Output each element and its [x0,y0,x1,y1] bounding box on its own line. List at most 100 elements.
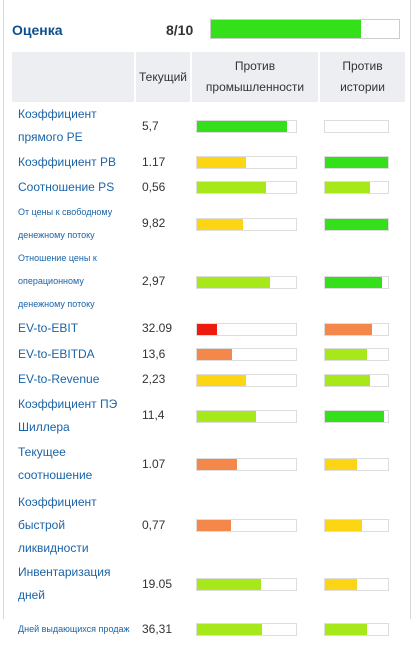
history-cell [318,367,405,392]
rating-fill [325,374,371,386]
industry-cell [190,200,319,247]
row-label: EV-to-EBIT [10,316,135,341]
row: Отношение цены к операционному денежному… [10,247,405,316]
table: Текущий Против промышленности Против истор… [10,52,405,651]
header: Оценка 8/10 [4,14,410,48]
row: Инвентаризация дней 19.05 [10,561,405,607]
rating-bar [324,409,389,423]
history-cell [318,489,405,561]
row: От цены к свободному денежному потоку 9,8… [10,200,405,247]
rating-bar [196,623,297,636]
rating-fill [197,218,243,230]
rating-bar [196,275,297,289]
widget: Оценка 8/10 Текущий Против промышленности… [3,0,411,651]
rating-fill [197,157,246,168]
industry-cell [190,174,319,200]
rating-fill [197,349,232,360]
row-label: EV-to-Revenue [10,367,135,392]
column-header: Против промышленности [190,52,319,102]
title: Оценка [12,22,63,38]
row-value: 1.07 [134,439,191,489]
industry-cell [190,561,319,607]
rating-bar [324,623,389,636]
row-label: Отношение цены к операционному денежному… [10,247,135,316]
column-header: Текущий [134,52,191,102]
industry-cell [190,247,319,316]
industry-cell [190,341,319,367]
rating-bar [196,181,297,194]
row-label: Коэффициент ПЭ Шиллера [10,392,135,439]
score-bar [210,19,400,39]
row-value: 32.09 [134,316,191,341]
row-value: 0,56 [134,174,191,200]
column-header: Против истории [318,52,405,102]
history-cell [318,102,405,150]
rating-bar [324,373,389,387]
score-fill [211,20,362,38]
history-cell [318,174,405,200]
industry-cell [190,392,319,439]
row: Коэффициент прямого PE 5,7 [10,102,405,150]
industry-cell [190,439,319,489]
rating-fill [325,520,362,531]
rating-fill [197,624,263,635]
row-value: 0,77 [134,489,191,561]
row-label: От цены к свободному денежному потоку [10,200,135,247]
row: Коэффициент ПЭ Шиллера 11,4 [10,392,405,439]
industry-cell [190,607,319,651]
row-value: 36,31 [134,607,191,651]
row-value: 5,7 [134,102,191,150]
column-header [10,52,135,102]
row-value: 1.17 [134,150,191,174]
rating-fill [325,323,372,335]
history-cell [318,439,405,489]
rating-fill [197,323,217,335]
rating-bar [324,156,389,169]
row: Дней выдающихся продаж 36,31 [10,607,405,651]
rating-bar [324,217,389,231]
rating-fill [325,624,367,635]
rating-bar [196,578,297,591]
rating-bar [196,156,297,169]
row-label: Инвентаризация дней [10,561,135,607]
rating-bar [324,348,389,361]
row-label: Коэффициент PB [10,150,135,174]
row-label: Коэффициент быстрой ликвидности [10,489,135,561]
rating-fill [325,349,367,360]
history-cell [318,150,405,174]
rating-fill [197,579,262,590]
rating-bar [196,373,297,387]
row-value: 9,82 [134,200,191,247]
rating-bar [196,409,297,423]
rating-fill [197,410,257,422]
industry-cell [190,102,319,150]
rating-bar [196,348,297,361]
rating-fill [197,374,246,386]
rating-fill [325,218,388,230]
rating-bar [324,578,389,591]
rating-fill [325,182,371,193]
history-cell [318,392,405,439]
history-cell [318,561,405,607]
rating-bar [196,519,297,532]
history-cell [318,247,405,316]
rating-fill [197,121,288,132]
rating-fill [197,276,271,288]
row-label: Текущее соотношение [10,439,135,489]
rating-fill [197,520,231,531]
rating-bar [324,322,389,336]
history-cell [318,341,405,367]
rating-bar [196,217,297,231]
rating-bar [324,181,389,194]
industry-cell [190,150,319,174]
rating-bar [324,275,389,289]
industry-cell [190,316,319,341]
rating-fill [325,410,385,422]
rating-bar [324,519,389,532]
row: EV-to-Revenue 2,23 [10,367,405,392]
row-label: Коэффициент прямого PE [10,102,135,150]
rating-fill [197,182,267,193]
rating-bar [324,458,389,471]
industry-cell [190,489,319,561]
rating-bar [196,458,297,471]
